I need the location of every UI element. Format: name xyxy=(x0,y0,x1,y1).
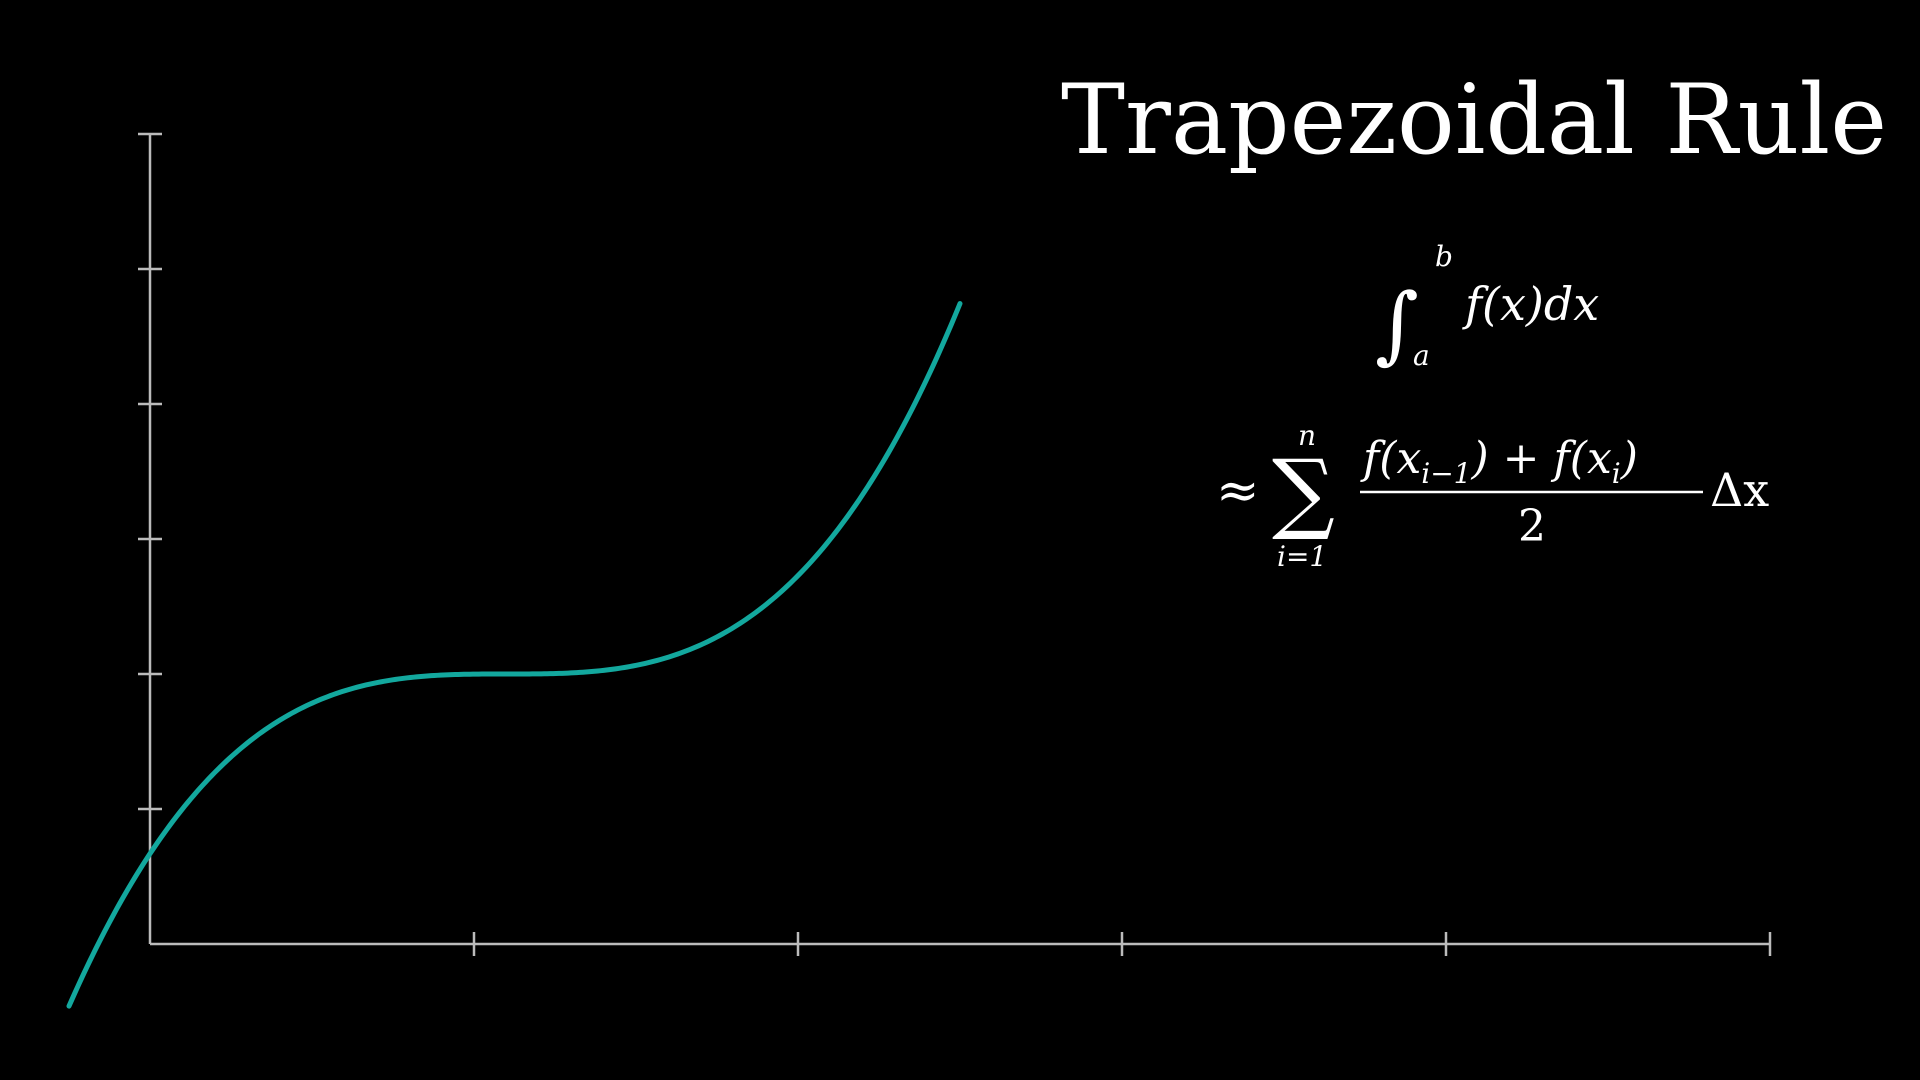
integral-sign: ∫ xyxy=(1375,275,1419,373)
approx-sign: ≈ xyxy=(1216,461,1260,521)
fraction-denominator: 2 xyxy=(1518,501,1546,552)
sum-lower-limit: i=1 xyxy=(1277,540,1327,573)
delta-x: Δx xyxy=(1710,463,1769,517)
axes xyxy=(138,132,1772,956)
title: Trapezoidal Rule xyxy=(1060,64,1887,176)
curve-layer xyxy=(66,301,963,1009)
integral-upper-limit: b xyxy=(1435,240,1453,273)
fraction-numerator: f(xi−1) + f(xi) xyxy=(1360,433,1638,490)
integrand: f(x)dx xyxy=(1462,277,1599,331)
sum-upper-limit: n xyxy=(1298,419,1316,452)
sum-expression: ≈ ∑ n i=1 f(xi−1) + f(xi) 2 Δx xyxy=(1216,419,1769,573)
sigma-sign: ∑ xyxy=(1272,440,1335,543)
integral-expression: ∫ b a f(x)dx xyxy=(1375,240,1599,373)
integral-lower-limit: a xyxy=(1413,339,1430,372)
function-curve xyxy=(66,301,963,1009)
